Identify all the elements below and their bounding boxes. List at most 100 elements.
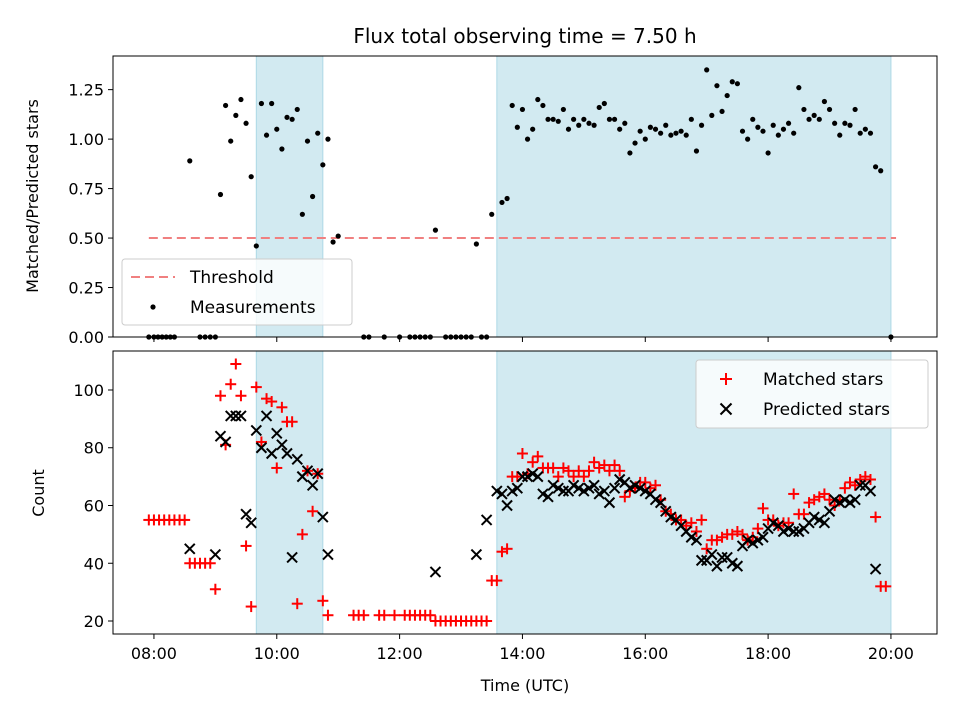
measurement-point	[734, 81, 740, 87]
predicted-star-point	[711, 560, 723, 572]
bottom-plot-frame	[112, 350, 938, 635]
measurement-point	[514, 124, 520, 130]
predicted-star-point	[260, 410, 273, 422]
x-axis-label: Time (UTC)	[480, 676, 569, 695]
top-legend: Threshold Measurements	[121, 258, 353, 326]
measurement-point	[586, 120, 592, 126]
matched-star-point	[752, 523, 764, 535]
legend-matched-marker	[720, 373, 732, 385]
matched-star-point	[271, 462, 283, 474]
measurement-point	[862, 126, 868, 132]
predicted-star-point	[184, 543, 196, 555]
measurement-point	[611, 116, 618, 122]
matched-star-point	[798, 508, 810, 520]
matched-star-point	[788, 488, 800, 500]
y-tick-label: 1.00	[68, 130, 104, 149]
predicted-star-point	[219, 436, 232, 448]
measurement-point	[724, 92, 730, 99]
y-tick-label: 60	[84, 496, 104, 515]
legend-measurements-swatch	[150, 304, 156, 310]
matched-star-point	[266, 396, 278, 408]
matched-stars-points	[143, 358, 892, 627]
matched-star-point	[291, 598, 303, 610]
y-tick-label: 80	[84, 439, 104, 458]
measurement-point	[750, 116, 756, 122]
measurement-point	[745, 136, 751, 142]
matched-star-point	[547, 462, 559, 474]
predicted-star-point	[265, 447, 278, 460]
matched-star-point	[378, 609, 390, 621]
measurement-point	[320, 162, 326, 168]
matched-star-point	[501, 543, 513, 555]
legend-matched-label: Matched stars	[763, 370, 883, 390]
matched-star-point	[307, 505, 319, 517]
measurement-point	[581, 116, 587, 122]
measurement-point	[698, 122, 705, 128]
matched-star-point	[573, 465, 585, 477]
matched-star-point	[424, 609, 436, 621]
measurement-point	[279, 146, 285, 152]
legend-predicted-swatch	[719, 402, 733, 416]
measurement-point	[785, 120, 792, 126]
matched-star-point	[491, 575, 503, 587]
predicted-star-point	[588, 479, 600, 491]
legend-threshold-label: Threshold	[189, 268, 274, 288]
top-x-ticks	[153, 337, 892, 342]
predicted-star-point	[716, 551, 728, 564]
predicted-star-point	[511, 482, 524, 494]
top-y-axis: 0.00 0.25 0.50 0.75 1.00 1.25	[68, 81, 113, 347]
matched-star-point	[880, 580, 892, 592]
measurement-point	[878, 168, 884, 174]
predicted-star-point	[849, 494, 861, 506]
matched-star-point	[824, 494, 836, 506]
matched-star-point	[225, 378, 237, 390]
predicted-star-point	[818, 517, 831, 529]
top-panel: Flux total observing time = 7.50 h 0.000…	[23, 24, 938, 347]
x-tick-label: 10:00	[254, 644, 300, 663]
matched-star-point	[209, 583, 221, 595]
matched-star-point	[358, 609, 370, 621]
predicted-star-point	[235, 410, 247, 422]
measurement-point	[550, 116, 556, 122]
top-y-axis-label: Matched/Predicted stars	[23, 99, 42, 293]
matched-star-point	[230, 358, 242, 370]
predicted-star-point	[757, 531, 769, 543]
measurement-point	[284, 114, 290, 120]
measurement-point	[187, 158, 193, 164]
measurement-point	[826, 106, 833, 113]
matched-star-point	[783, 517, 795, 529]
matched-star-point	[532, 450, 544, 462]
measurement-point	[683, 132, 689, 138]
measurement-point	[622, 120, 628, 126]
predicted-star-point	[470, 548, 483, 561]
predicted-star-point	[864, 485, 877, 497]
predicted-star-point	[250, 424, 263, 437]
bottom-panel: 20 40 60 80 100 08:00 10:00 12:00 14:00 16:00 18:…	[29, 350, 938, 695]
matched-star-point	[588, 456, 600, 468]
predicted-star-point	[209, 548, 222, 561]
matched-star-point	[578, 471, 590, 483]
measurement-point	[222, 102, 229, 109]
y-tick-label: 0.75	[68, 180, 104, 199]
matched-star-point	[568, 471, 580, 483]
measurement-point	[704, 67, 710, 73]
measurement-point	[473, 241, 479, 247]
measurement-point	[775, 132, 781, 138]
matched-star-point	[701, 543, 713, 555]
predicted-star-point	[603, 496, 616, 509]
measurement-point	[714, 83, 720, 89]
measurement-point	[238, 96, 244, 103]
matched-star-point	[609, 459, 621, 471]
y-tick-label: 0.00	[68, 328, 104, 347]
measurement-point	[304, 138, 311, 144]
measurement-point	[248, 174, 254, 180]
legend-predicted-marker	[719, 402, 733, 416]
measurement-point	[867, 130, 874, 136]
predicted-star-point	[501, 499, 513, 512]
bottom-y-axis-label: Count	[29, 469, 48, 517]
measurement-point	[540, 102, 546, 109]
predicted-star-point	[225, 410, 237, 422]
predicted-star-point	[557, 485, 570, 497]
predicted-star-point	[271, 427, 283, 440]
observing-band	[496, 55, 892, 338]
